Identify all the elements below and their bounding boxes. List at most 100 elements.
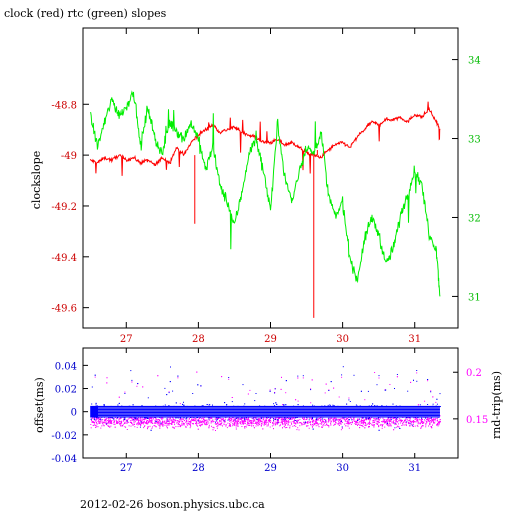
roundtrip-point xyxy=(119,418,121,420)
roundtrip-point xyxy=(131,381,133,383)
roundtrip-point xyxy=(124,422,125,424)
offset-point xyxy=(190,417,192,418)
offset-point xyxy=(101,414,103,415)
roundtrip-point xyxy=(231,418,233,420)
offset-point xyxy=(107,413,109,415)
offset-point xyxy=(277,419,279,421)
offset-point xyxy=(328,417,330,419)
roundtrip-point xyxy=(94,424,96,426)
roundtrip-point xyxy=(151,419,153,421)
offset-point xyxy=(228,409,230,411)
roundtrip-point xyxy=(232,423,234,425)
roundtrip-point xyxy=(130,421,132,423)
offset-point xyxy=(105,415,107,417)
roundtrip-point xyxy=(280,388,282,390)
offset-point xyxy=(357,420,359,421)
offset-point xyxy=(384,414,386,416)
roundtrip-point xyxy=(158,419,160,421)
offset-point xyxy=(148,411,150,413)
offset-point xyxy=(177,375,179,377)
roundtrip-point xyxy=(196,371,198,373)
offset-point xyxy=(298,413,300,415)
roundtrip-point xyxy=(373,424,375,426)
offset-point xyxy=(393,407,395,409)
roundtrip-point xyxy=(243,422,245,423)
roundtrip-point xyxy=(182,418,184,420)
roundtrip-point xyxy=(136,423,137,425)
offset-point xyxy=(287,411,289,413)
offset-point xyxy=(375,413,377,415)
offset-point xyxy=(327,412,329,414)
offset-point xyxy=(126,410,128,412)
roundtrip-point xyxy=(143,420,145,422)
offset-point xyxy=(437,416,439,418)
offset-point xyxy=(278,407,280,409)
roundtrip-point xyxy=(215,424,217,425)
roundtrip-point xyxy=(427,380,429,382)
offset-point xyxy=(235,413,237,415)
offset-point xyxy=(144,412,146,414)
roundtrip-point xyxy=(160,423,162,425)
offset-point xyxy=(368,405,370,407)
offset-point xyxy=(377,408,379,410)
offset-point xyxy=(234,414,236,415)
roundtrip-point xyxy=(166,424,168,426)
offset-point xyxy=(320,407,322,409)
offset-point xyxy=(105,413,107,415)
roundtrip-point xyxy=(255,417,257,419)
offset-point xyxy=(393,414,395,416)
roundtrip-point xyxy=(202,417,204,419)
roundtrip-point xyxy=(116,418,118,419)
roundtrip-point xyxy=(364,425,366,426)
roundtrip-point xyxy=(320,418,322,420)
roundtrip-point xyxy=(425,426,427,428)
offset-point xyxy=(200,385,202,387)
offset-point xyxy=(131,379,133,381)
offset-point xyxy=(348,408,349,410)
offset-point xyxy=(344,410,346,412)
offset-point xyxy=(185,408,187,410)
roundtrip-point xyxy=(263,419,265,421)
offset-point xyxy=(237,414,239,416)
roundtrip-point xyxy=(335,417,337,419)
offset-point xyxy=(223,415,225,417)
offset-point xyxy=(398,411,400,412)
roundtrip-point xyxy=(392,422,394,424)
roundtrip-point xyxy=(170,419,172,421)
offset-point xyxy=(175,413,177,415)
offset-point xyxy=(199,410,201,412)
offset-point xyxy=(255,393,257,394)
roundtrip-point xyxy=(358,418,360,420)
roundtrip-point xyxy=(264,422,265,424)
offset-point xyxy=(188,409,190,411)
roundtrip-point xyxy=(205,420,207,422)
roundtrip-point xyxy=(425,424,427,426)
roundtrip-point xyxy=(430,420,432,422)
roundtrip-point xyxy=(172,426,174,428)
offset-point xyxy=(95,409,96,411)
roundtrip-point xyxy=(294,417,296,419)
offset-point xyxy=(285,409,286,411)
offset-point xyxy=(283,419,285,421)
roundtrip-point xyxy=(104,419,105,421)
offset-point xyxy=(103,404,105,406)
offset-point xyxy=(402,413,404,415)
offset-point xyxy=(140,407,141,409)
offset-point xyxy=(389,415,391,417)
roundtrip-point xyxy=(393,429,395,431)
roundtrip-point xyxy=(147,423,149,425)
roundtrip-point xyxy=(192,423,194,425)
roundtrip-point xyxy=(360,422,362,424)
offset-point xyxy=(330,381,332,383)
roundtrip-point xyxy=(382,425,383,426)
offset-point xyxy=(355,404,357,406)
offset-point xyxy=(403,413,405,415)
roundtrip-point xyxy=(390,425,392,427)
roundtrip-point xyxy=(429,422,431,424)
roundtrip-point xyxy=(333,418,335,420)
roundtrip-point xyxy=(330,420,332,422)
roundtrip-point xyxy=(302,377,304,379)
offset-point xyxy=(315,413,317,415)
offset-point xyxy=(184,408,186,409)
offset-point xyxy=(102,413,104,415)
